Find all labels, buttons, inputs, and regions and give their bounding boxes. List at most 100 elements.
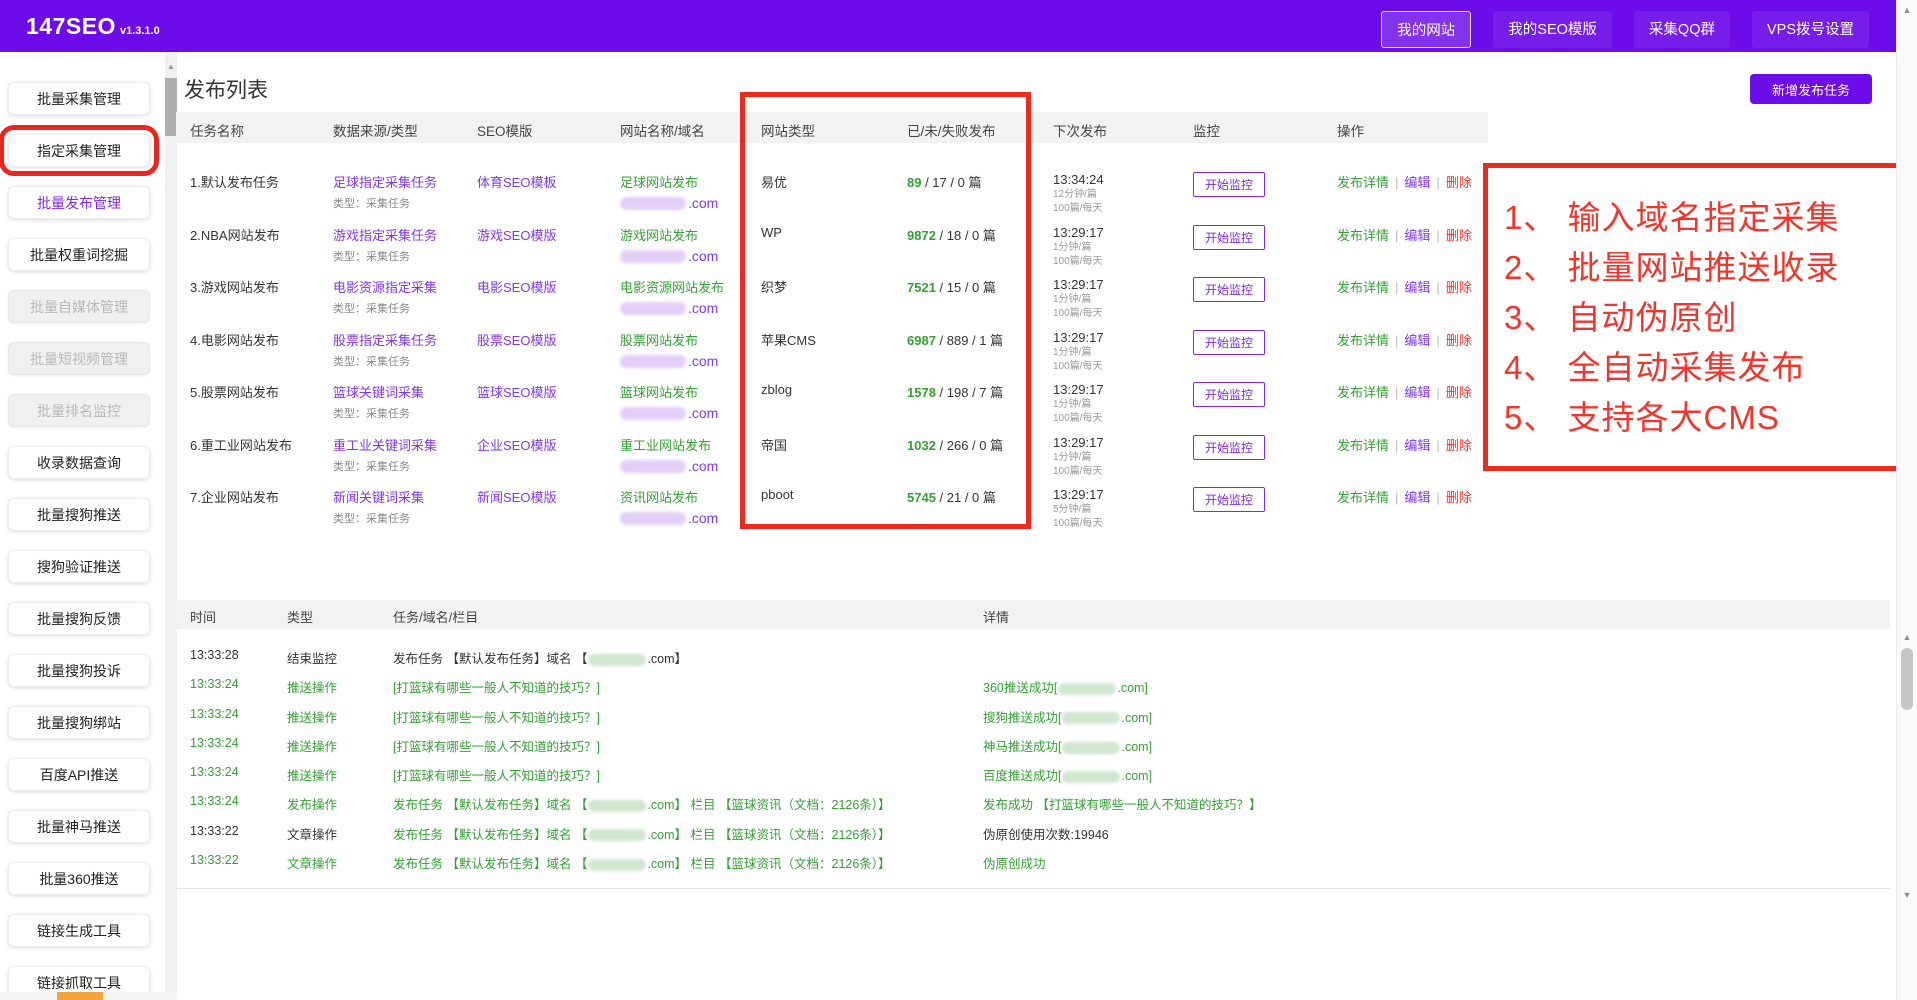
source-link[interactable]: 篮球关键词采集 bbox=[333, 385, 425, 400]
sidebar-item[interactable]: 批量发布管理 bbox=[8, 186, 150, 219]
site-name: 电影资源网站发布 bbox=[620, 280, 725, 295]
seo-template-link[interactable]: 股票SEO模版 bbox=[477, 332, 557, 348]
edit-link[interactable]: 编辑 bbox=[1404, 332, 1431, 348]
source-link[interactable]: 游戏指定采集任务 bbox=[333, 227, 438, 243]
edit-link[interactable]: 编辑 bbox=[1404, 175, 1431, 190]
sidebar-item[interactable]: 链接生成工具 bbox=[8, 914, 150, 947]
delete-link[interactable]: 删除 bbox=[1445, 385, 1472, 400]
sidebar-item[interactable]: 批量采集管理 bbox=[8, 82, 150, 115]
page-scrollbar[interactable]: ▲ ▲ ▼ bbox=[1896, 0, 1917, 1000]
sidebar-item[interactable]: 批量权重词挖掘 bbox=[8, 238, 150, 271]
sidebar-item[interactable]: 收录数据查询 bbox=[8, 446, 150, 479]
delete-link[interactable]: 删除 bbox=[1445, 437, 1472, 453]
edit-link[interactable]: 编辑 bbox=[1404, 227, 1431, 243]
log-table: 13:33:28 结束监控 发布任务 【默认发布任务】域名 【 .com】 13:… bbox=[176, 646, 1890, 880]
nav-item[interactable]: 采集QQ群 bbox=[1633, 11, 1730, 48]
start-monitor-button[interactable]: 开始监控 bbox=[1193, 487, 1266, 512]
log-detail-prefix: 神马推送成功[ bbox=[983, 739, 1062, 754]
site-cell: 足球网站发布 .com bbox=[620, 172, 718, 213]
sidebar-item[interactable]: 批量搜狗推送 bbox=[8, 498, 150, 531]
sidebar-item[interactable]: 批量自媒体管理 bbox=[8, 290, 150, 323]
publish-detail-link[interactable]: 发布详情 bbox=[1337, 332, 1390, 348]
scroll-up-icon[interactable]: ▲ bbox=[167, 62, 175, 71]
next-publish-cell: 13:29:17 5分钟/篇 100篇/每天 bbox=[1053, 487, 1104, 530]
seo-template-link[interactable]: 体育SEO模板 bbox=[477, 175, 557, 190]
log-row: 13:33:22 文章操作 发布任务 【默认发布任务】域名 【 .com】 栏目 … bbox=[176, 822, 1890, 851]
delete-link[interactable]: 删除 bbox=[1445, 490, 1472, 505]
sidebar-item[interactable]: 搜狗验证推送 bbox=[8, 550, 150, 583]
sidebar-item[interactable]: 批量排名监控 bbox=[8, 394, 150, 427]
log-detail-suffix: .com] bbox=[1117, 681, 1148, 696]
top-nav: 我的网站 我的SEO模版 采集QQ群 VPS拨号设置 bbox=[1381, 11, 1869, 48]
publish-detail-link[interactable]: 发布详情 bbox=[1337, 227, 1390, 243]
action-separator: | bbox=[1436, 332, 1440, 348]
source-link[interactable]: 新闻关键词采集 bbox=[333, 490, 425, 505]
publish-table-row: 3.游戏网站发布 电影资源指定采集 类型：采集任务 电影SEO模版 电影资源网站… bbox=[176, 273, 1488, 326]
edit-link[interactable]: 编辑 bbox=[1404, 437, 1431, 453]
publish-detail-link[interactable]: 发布详情 bbox=[1337, 490, 1390, 505]
site-domain-line: .com bbox=[620, 510, 718, 528]
start-monitor-button[interactable]: 开始监控 bbox=[1193, 172, 1266, 197]
seo-template-link[interactable]: 电影SEO模版 bbox=[477, 280, 557, 295]
delete-link[interactable]: 删除 bbox=[1445, 280, 1472, 295]
source-link[interactable]: 重工业关键词采集 bbox=[333, 437, 438, 453]
daily-limit: 100篇/每天 bbox=[1053, 413, 1103, 424]
publish-table-header: 任务名称 数据来源/类型 SEO模版 网站名称/域名 网站类型 已/未/失败发布… bbox=[176, 112, 1488, 143]
seo-template-link[interactable]: 篮球SEO模版 bbox=[477, 385, 557, 400]
site-type: 易优 bbox=[761, 175, 788, 190]
start-monitor-button[interactable]: 开始监控 bbox=[1193, 224, 1266, 250]
monitor-cell: 开始监控 bbox=[1193, 224, 1266, 250]
horizontal-scrollbar-thumb[interactable] bbox=[57, 992, 103, 1000]
log-detail: 伪原创使用次数:19946 bbox=[983, 824, 1109, 843]
delete-link[interactable]: 删除 bbox=[1445, 332, 1472, 348]
start-monitor-button[interactable]: 开始监控 bbox=[1193, 382, 1266, 407]
site-name: 重工业网站发布 bbox=[620, 437, 712, 453]
edit-link[interactable]: 编辑 bbox=[1404, 490, 1431, 505]
new-publish-task-button[interactable]: 新增发布任务 bbox=[1750, 74, 1872, 104]
site-domain-line: .com bbox=[620, 248, 718, 266]
scroll-up-icon[interactable]: ▲ bbox=[1902, 5, 1912, 15]
next-publish-time: 13:29:17 bbox=[1053, 224, 1104, 240]
start-monitor-button[interactable]: 开始监控 bbox=[1193, 434, 1266, 460]
edit-link[interactable]: 编辑 bbox=[1404, 385, 1431, 400]
horizontal-scrollbar[interactable] bbox=[0, 992, 177, 1000]
log-scroll-down-icon[interactable]: ▼ bbox=[1902, 890, 1912, 900]
next-publish-time: 13:29:17 bbox=[1053, 329, 1104, 345]
nav-item[interactable]: 我的SEO模版 bbox=[1493, 11, 1612, 48]
nav-item[interactable]: 我的网站 bbox=[1381, 11, 1472, 48]
log-task-prefix: [打篮球有哪些一般人不知道的技巧？] bbox=[393, 710, 600, 725]
scrollbar-thumb[interactable] bbox=[165, 78, 177, 136]
sidebar-item[interactable]: 批量短视频管理 bbox=[8, 342, 150, 375]
seo-template-link[interactable]: 游戏SEO模版 bbox=[477, 227, 557, 243]
sidebar-item[interactable]: 批量搜狗反馈 bbox=[8, 602, 150, 635]
seo-template-link[interactable]: 新闻SEO模版 bbox=[477, 490, 557, 505]
log-scroll-up-icon[interactable]: ▲ bbox=[1902, 632, 1912, 642]
source-link[interactable]: 股票指定采集任务 bbox=[333, 332, 438, 348]
publish-detail-link[interactable]: 发布详情 bbox=[1337, 437, 1390, 453]
publish-detail-link[interactable]: 发布详情 bbox=[1337, 385, 1390, 400]
seo-template-link[interactable]: 企业SEO模版 bbox=[477, 437, 557, 453]
sidebar-item[interactable]: 百度API推送 bbox=[8, 758, 150, 791]
sidebar-item[interactable]: 批量搜狗投诉 bbox=[8, 654, 150, 687]
annotation-box: 1、 输入域名指定采集 2、 批量网站推送收录 3、 自动伪原创 4、 全自动采… bbox=[1483, 163, 1906, 471]
sidebar-item[interactable]: 批量搜狗绑站 bbox=[8, 706, 150, 739]
sidebar-item[interactable]: 指定采集管理 bbox=[0, 125, 159, 176]
source-link[interactable]: 足球指定采集任务 bbox=[333, 175, 438, 190]
action-separator: | bbox=[1395, 385, 1399, 400]
publish-detail-link[interactable]: 发布详情 bbox=[1337, 280, 1390, 295]
sidebar-scrollbar[interactable]: ▲ bbox=[165, 52, 177, 1000]
sidebar-item[interactable]: 批量360推送 bbox=[8, 862, 150, 895]
delete-link[interactable]: 删除 bbox=[1445, 175, 1472, 190]
edit-link[interactable]: 编辑 bbox=[1404, 280, 1431, 295]
site-cell: 资讯网站发布 .com bbox=[620, 487, 718, 528]
sidebar-item[interactable]: 批量神马推送 bbox=[8, 810, 150, 843]
start-monitor-button[interactable]: 开始监控 bbox=[1193, 277, 1266, 302]
source-link[interactable]: 电影资源指定采集 bbox=[333, 280, 438, 295]
site-domain-line: .com bbox=[620, 405, 718, 423]
site-type: 织梦 bbox=[761, 280, 788, 295]
nav-item[interactable]: VPS拨号设置 bbox=[1751, 11, 1869, 48]
log-scrollbar-thumb[interactable] bbox=[1901, 648, 1913, 710]
delete-link[interactable]: 删除 bbox=[1445, 227, 1472, 243]
publish-detail-link[interactable]: 发布详情 bbox=[1337, 175, 1390, 190]
start-monitor-button[interactable]: 开始监控 bbox=[1193, 329, 1266, 355]
